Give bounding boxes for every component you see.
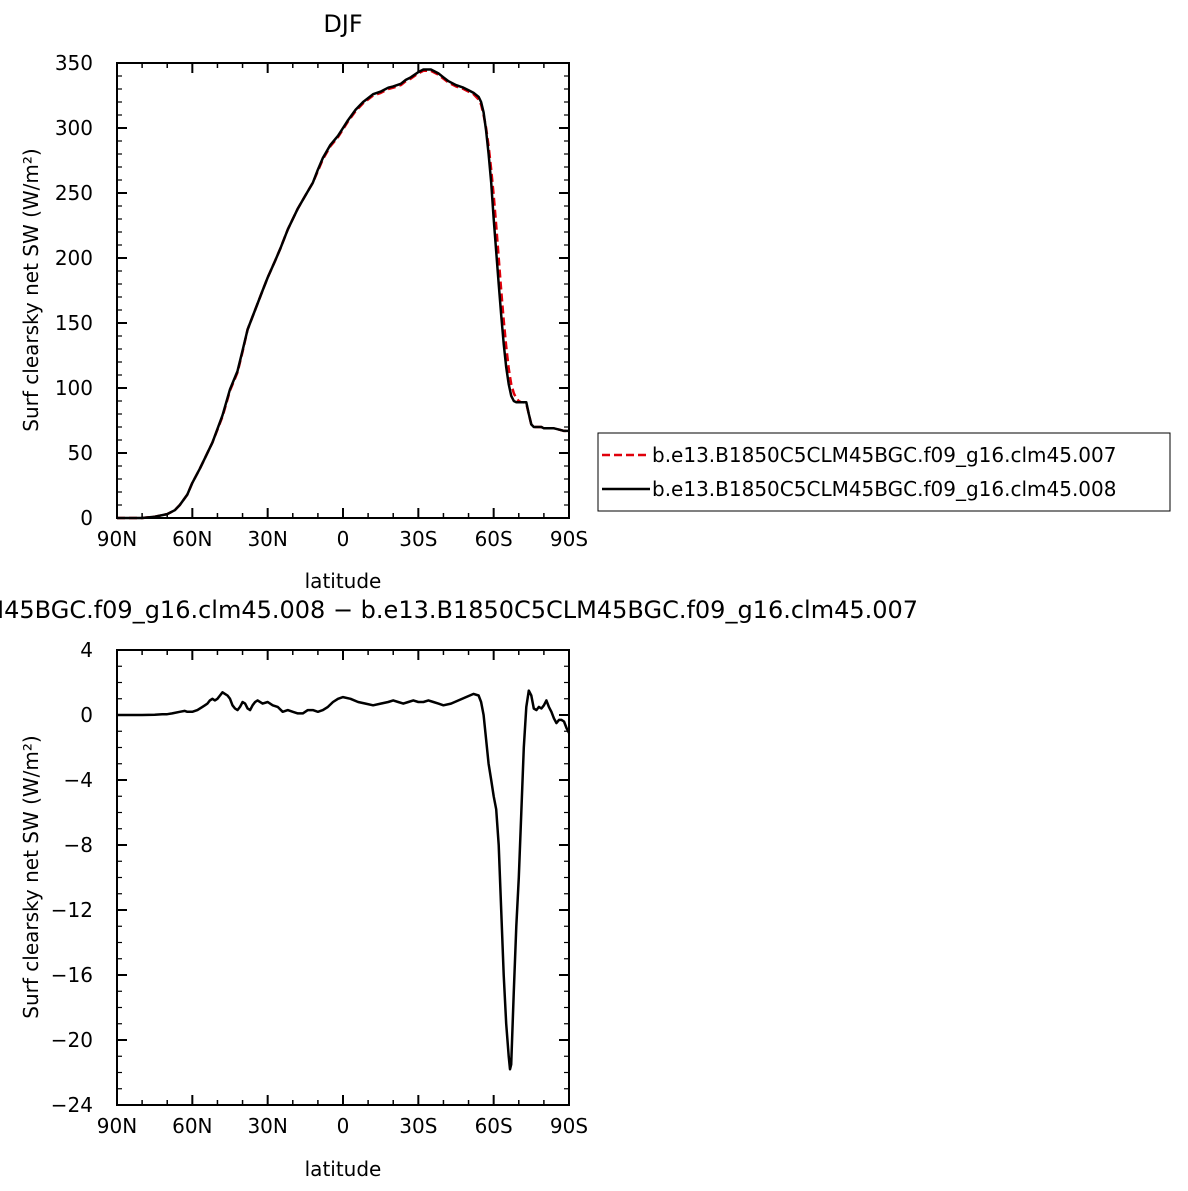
y-tick-label: 300 [55, 116, 93, 140]
y-tick-label: −20 [51, 1028, 93, 1052]
x-tick-label: 60N [172, 527, 212, 551]
x-tick-label: 60N [172, 1114, 212, 1138]
top-panel-xlabel: latitude [305, 569, 382, 593]
top-panel-title: DJF [323, 10, 362, 38]
x-tick-label: 0 [337, 527, 350, 551]
y-tick-label: −24 [51, 1093, 93, 1117]
x-tick-label: 30S [399, 1114, 437, 1138]
top-panel-frame [116, 62, 570, 519]
x-tick-label: 90S [550, 1114, 588, 1138]
bottom-panel-series [117, 689, 571, 1071]
y-tick-label: 100 [55, 376, 93, 400]
x-tick-label: 30N [247, 1114, 287, 1138]
bottom-panel-ylabel: Surf clearsky net SW (W/m²) [19, 735, 43, 1018]
y-tick-label: −12 [51, 898, 93, 922]
x-tick-label: 90N [97, 527, 137, 551]
y-tick-label: 200 [55, 246, 93, 270]
series-line-0-0 [117, 69, 569, 520]
legend-label-008: b.e13.B1850C5CLM45BGC.f09_g16.clm45.008 [652, 477, 1116, 501]
y-tick-label: 50 [68, 441, 93, 465]
legend-label-007: b.e13.B1850C5CLM45BGC.f09_g16.clm45.007 [652, 443, 1116, 467]
y-tick-label: 0 [80, 703, 93, 727]
top-panel-ticks: 90N 60N 30N 0 30S 60S 90S 0 50 100 150 200 250 300 350 [55, 51, 588, 551]
y-tick-label: −8 [64, 833, 93, 857]
y-tick-label: 250 [55, 181, 93, 205]
y-tick-label: 0 [80, 506, 93, 530]
x-tick-label: 30N [247, 527, 287, 551]
top-panel: DJF 90N 60N 30N 0 30S 60S 90S 0 50 100 150 200 250 30… [19, 10, 588, 593]
series-line-1-0 [117, 689, 571, 1071]
legend: b.e13.B1850C5CLM45BGC.f09_g16.clm45.007 … [597, 432, 1171, 512]
x-tick-label: 0 [337, 1114, 350, 1138]
top-panel-ylabel: Surf clearsky net SW (W/m²) [19, 148, 43, 431]
x-tick-label: 60S [475, 1114, 513, 1138]
x-tick-label: 90N [97, 1114, 137, 1138]
y-tick-label: −16 [51, 963, 93, 987]
y-tick-label: −4 [64, 768, 93, 792]
bottom-panel-xlabel: latitude [305, 1157, 382, 1181]
bottom-panel-title: b.e13.B1850C5CLM45BGC.f09_g16.clm45.008 … [0, 596, 918, 624]
x-tick-label: 60S [475, 527, 513, 551]
legend-box [597, 432, 1171, 512]
x-tick-label: 30S [399, 527, 437, 551]
bottom-panel: b.e13.B1850C5CLM45BGC.f09_g16.clm45.008 … [0, 596, 918, 1181]
y-tick-label: 350 [55, 51, 93, 75]
bottom-panel-ticks: 90N 60N 30N 0 30S 60S 90S 4 0 −4 −8 −12 −16 −20 −24 [51, 638, 588, 1138]
y-tick-label: 150 [55, 311, 93, 335]
top-panel-series [117, 68, 569, 520]
y-tick-label: 4 [80, 638, 93, 662]
x-tick-label: 90S [550, 527, 588, 551]
